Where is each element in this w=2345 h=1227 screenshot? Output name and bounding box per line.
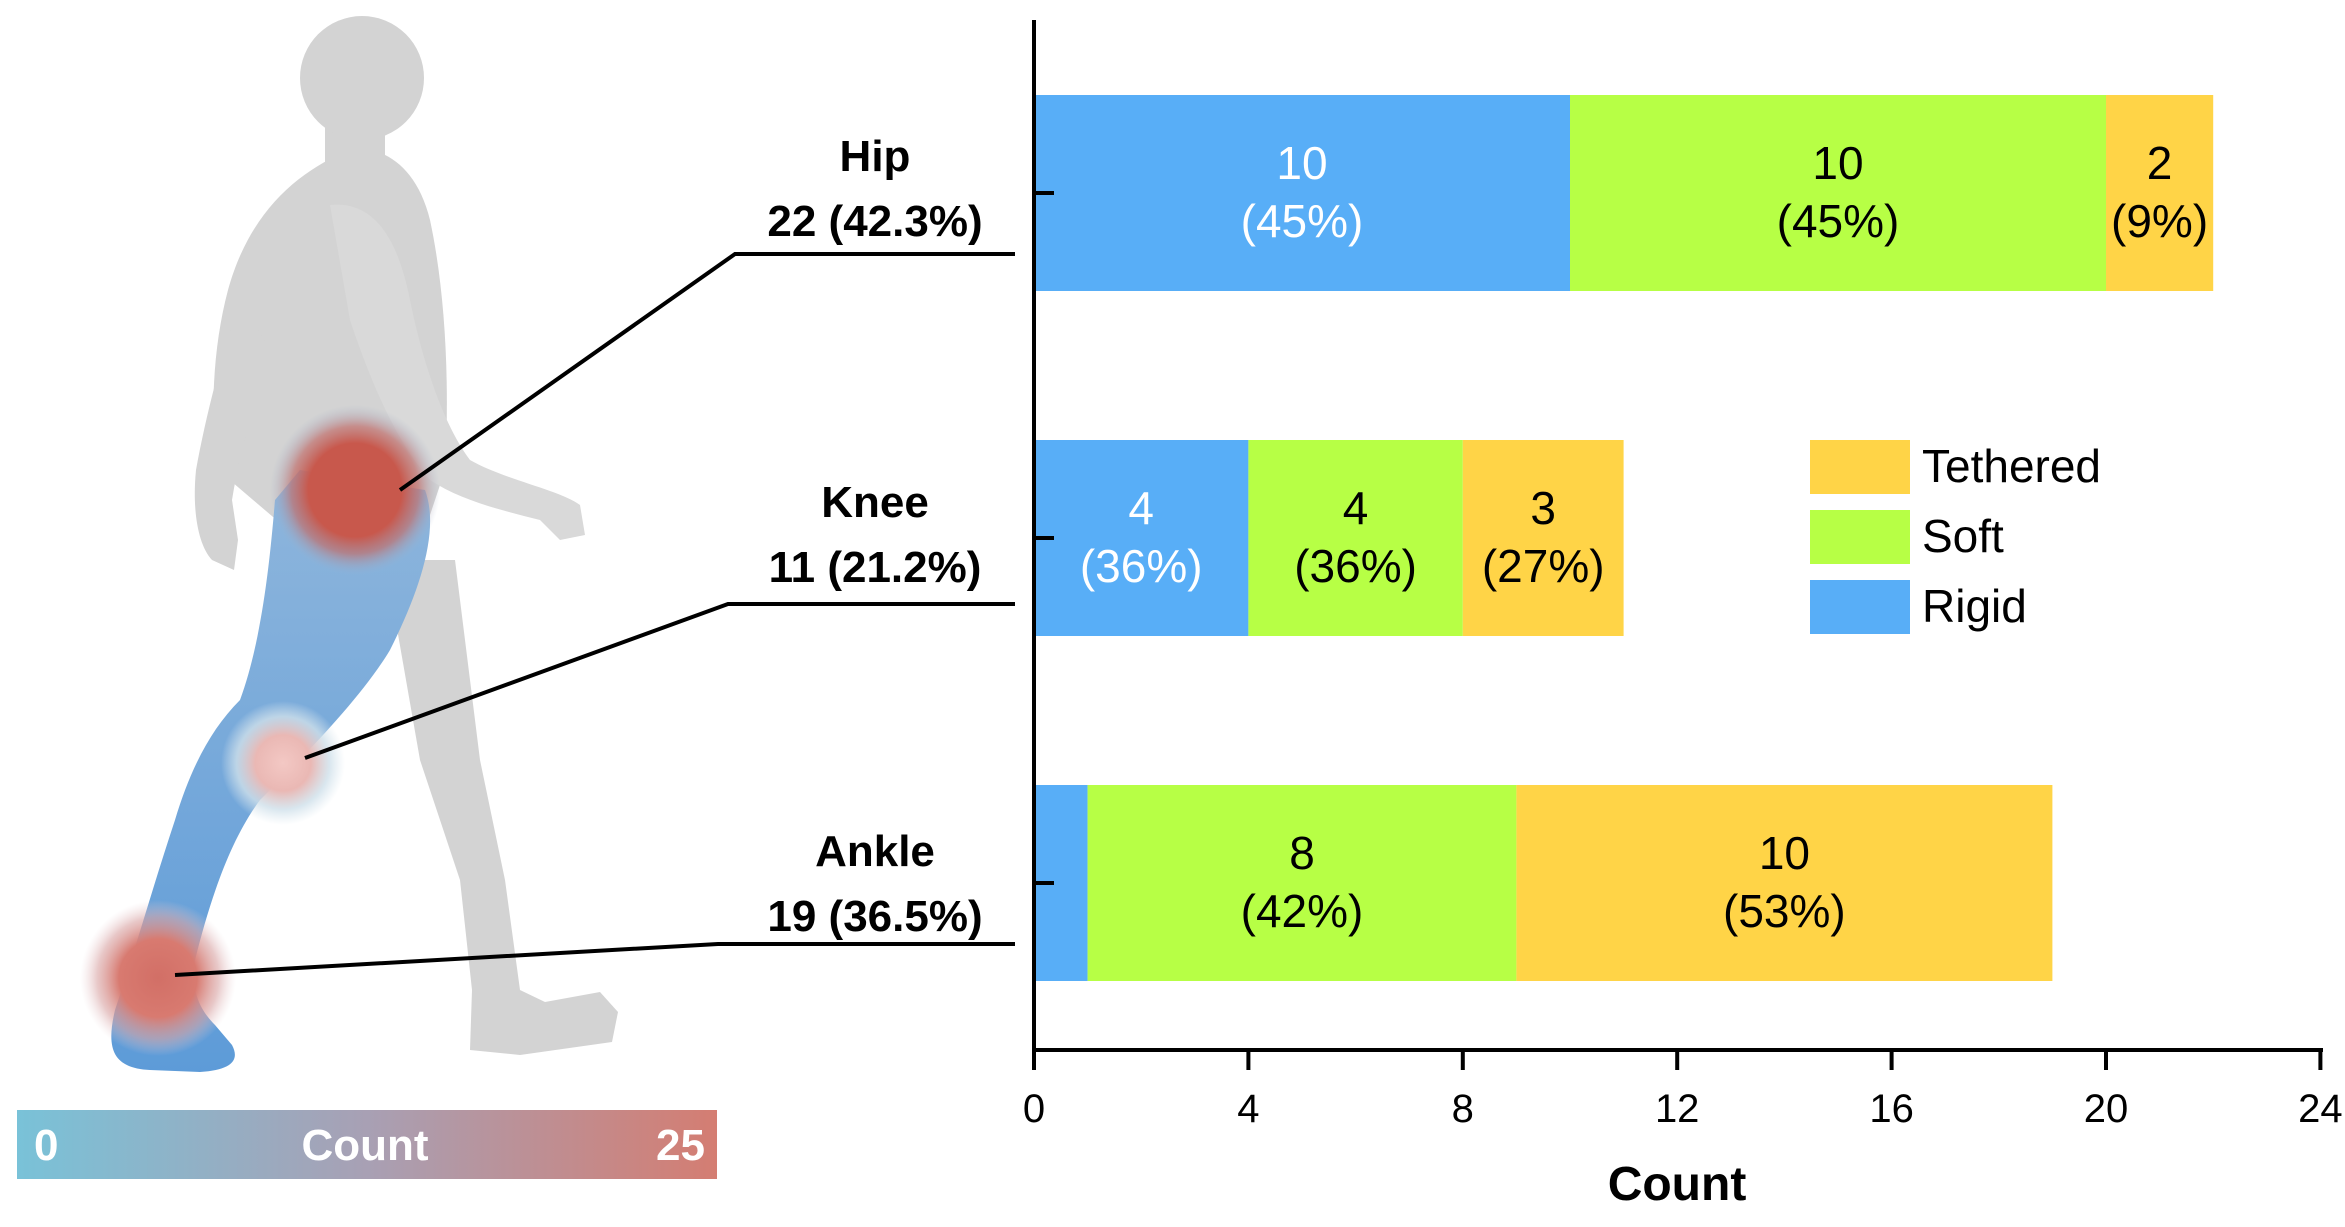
x-axis-title: Count xyxy=(1608,1158,1747,1211)
x-tick-label-12: 12 xyxy=(1655,1087,1700,1131)
legend: Tethered Soft Rigid xyxy=(1810,440,2101,634)
bar-label-knee-tethered-count: 3 xyxy=(1530,482,1556,534)
colorbar-min-label: 0 xyxy=(34,1121,58,1170)
joint-label-hip: Hip xyxy=(840,132,911,181)
ankle-leader-line xyxy=(174,942,1015,977)
ankle-hotspot xyxy=(80,900,236,1056)
hip-leader-line xyxy=(398,252,1015,492)
bar-label-knee-soft-count: 4 xyxy=(1343,482,1369,534)
bar-hip-rigid xyxy=(1034,95,1570,291)
bar-knee-soft xyxy=(1248,440,1463,636)
joint-total-ankle: 19 (36.5%) xyxy=(767,892,982,941)
body-map xyxy=(80,16,618,1072)
bar-label-knee-rigid-count: 4 xyxy=(1128,482,1154,534)
x-tick-label-16: 16 xyxy=(1869,1087,1914,1131)
head xyxy=(300,16,424,140)
knee-leader-line xyxy=(304,602,1015,760)
x-ticks: 0 4 8 12 16 20 24 xyxy=(1023,1050,2343,1131)
colorbar: 0 Count 25 xyxy=(17,1110,717,1179)
bar-ankle-tethered xyxy=(1516,785,2053,981)
bar-label-knee-soft-percent: (36%) xyxy=(1294,540,1417,592)
bar-label-hip-rigid-count: 10 xyxy=(1276,137,1327,189)
bar-label-hip-soft-count: 10 xyxy=(1812,137,1863,189)
colorbar-gradient xyxy=(17,1110,717,1179)
x-tick-label-24: 24 xyxy=(2298,1087,2343,1131)
legend-swatch-soft xyxy=(1810,510,1910,564)
bar-label-ankle-soft-count: 8 xyxy=(1289,827,1315,879)
bar-label-knee-rigid-percent: (36%) xyxy=(1080,540,1203,592)
colorbar-max-label: 25 xyxy=(656,1121,705,1170)
joint-total-knee: 11 (21.2%) xyxy=(769,543,982,592)
bars xyxy=(1034,95,2214,981)
joint-label-ankle: Ankle xyxy=(815,827,935,876)
colorbar-title: Count xyxy=(301,1121,428,1170)
bar-hip-soft xyxy=(1570,95,2106,291)
bar-label-hip-tethered-count: 2 xyxy=(2147,137,2173,189)
front-arm xyxy=(330,204,585,540)
joint-label-knee: Knee xyxy=(821,478,929,527)
back-arm xyxy=(194,300,270,570)
bar-labels: 10 (45%) 10 (45%) 2 (9%) 4 (36%) 4 (36%) 3 (27%) 8 (4… xyxy=(1080,137,2208,937)
bar-hip-tethered xyxy=(2106,95,2214,291)
legend-label-tethered: Tethered xyxy=(1922,440,2101,492)
bar-label-knee-tethered-percent: (27%) xyxy=(1482,540,1605,592)
leader-lines xyxy=(174,252,1015,977)
x-tick-label-8: 8 xyxy=(1452,1087,1474,1131)
legend-swatch-rigid xyxy=(1810,580,1910,634)
legend-label-rigid: Rigid xyxy=(1922,580,2027,632)
bar-chart: 10 (45%) 10 (45%) 2 (9%) 4 (36%) 4 (36%) 3 (27%) 8 (4… xyxy=(1023,20,2343,1211)
x-tick-label-0: 0 xyxy=(1023,1087,1045,1131)
bar-label-hip-soft-percent: (45%) xyxy=(1777,195,1900,247)
y-ticks xyxy=(1034,191,1054,885)
x-tick-label-4: 4 xyxy=(1237,1087,1259,1131)
joint-labels: Hip 22 (42.3%) Knee 11 (21.2%) Ankle 19 … xyxy=(767,132,982,941)
joint-total-hip: 22 (42.3%) xyxy=(767,197,982,246)
bar-label-hip-rigid-percent: (45%) xyxy=(1241,195,1364,247)
legend-swatch-tethered xyxy=(1810,440,1910,494)
bar-ankle-soft xyxy=(1087,785,1517,981)
bar-label-hip-tethered-percent: (9%) xyxy=(2111,195,2208,247)
bar-knee-tethered xyxy=(1462,440,1624,636)
hip-hotspot xyxy=(270,405,440,575)
bar-label-ankle-soft-percent: (42%) xyxy=(1241,885,1364,937)
bar-knee-rigid xyxy=(1034,440,1249,636)
back-leg xyxy=(385,560,618,1055)
knee-hotspot xyxy=(221,701,345,825)
bar-label-ankle-tethered-count: 10 xyxy=(1759,827,1810,879)
bar-label-ankle-tethered-percent: (53%) xyxy=(1723,885,1846,937)
legend-label-soft: Soft xyxy=(1922,510,2004,562)
x-tick-label-20: 20 xyxy=(2084,1087,2129,1131)
